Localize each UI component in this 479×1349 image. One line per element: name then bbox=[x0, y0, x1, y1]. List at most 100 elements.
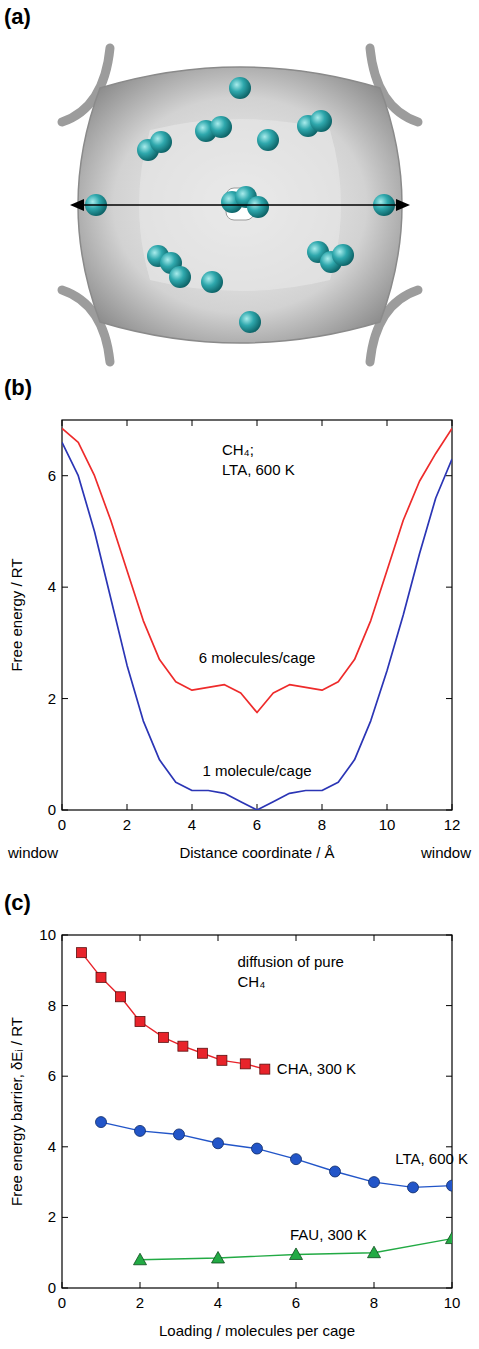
y-tick-label: 0 bbox=[48, 801, 56, 818]
data-marker bbox=[408, 1182, 419, 1193]
data-marker bbox=[446, 1232, 453, 1244]
x-tick-label: 6 bbox=[292, 1294, 300, 1311]
y-tick bbox=[62, 810, 68, 811]
y-tick bbox=[62, 935, 68, 936]
x-tick bbox=[322, 420, 323, 426]
x-tick bbox=[62, 935, 63, 941]
y-tick bbox=[62, 1217, 68, 1218]
methane-molecule bbox=[247, 196, 269, 218]
methane-molecule bbox=[210, 116, 232, 138]
x-tick bbox=[452, 935, 453, 941]
panel-label: (c) bbox=[4, 890, 31, 915]
y-tick bbox=[62, 475, 68, 476]
data-marker bbox=[290, 1248, 303, 1260]
y-tick-label: 2 bbox=[48, 1208, 56, 1225]
data-marker bbox=[217, 1055, 227, 1065]
y-tick bbox=[62, 1288, 68, 1289]
chart-panel: (c)02468100246810Loading / molecules per… bbox=[4, 890, 468, 1339]
data-marker bbox=[213, 1138, 224, 1149]
series-label: LTA, 600 K bbox=[395, 1150, 468, 1167]
x-tick bbox=[62, 420, 63, 426]
x-tick-label: 8 bbox=[370, 1294, 378, 1311]
y-tick bbox=[446, 587, 452, 588]
annotation: CH₄ bbox=[238, 973, 266, 990]
series-label: 1 molecule/cage bbox=[202, 762, 311, 779]
x-tick bbox=[218, 935, 219, 941]
data-marker bbox=[135, 1016, 145, 1026]
series-label: CHA, 300 K bbox=[277, 1060, 356, 1077]
x-tick-label: 4 bbox=[188, 816, 196, 833]
x-tick bbox=[387, 804, 388, 810]
y-tick bbox=[446, 1146, 452, 1147]
y-tick bbox=[446, 935, 452, 936]
y-tick bbox=[62, 587, 68, 588]
arrow-head bbox=[396, 199, 410, 211]
data-marker bbox=[116, 992, 126, 1002]
methane-molecule bbox=[239, 311, 261, 333]
x-tick-label: 10 bbox=[444, 1294, 461, 1311]
methane-molecule bbox=[169, 266, 191, 288]
y-axis-title: Free energy / RT bbox=[8, 558, 25, 671]
x-tick-label: 8 bbox=[318, 816, 326, 833]
x-tick bbox=[296, 1282, 297, 1288]
series-line bbox=[62, 428, 452, 712]
plot-frame bbox=[62, 935, 452, 1288]
data-marker bbox=[252, 1143, 263, 1154]
x-tick-label: 0 bbox=[58, 816, 66, 833]
chart-panel: (b)0246810120246Distance coordinate / ÅF… bbox=[4, 375, 471, 861]
x-tick-label: 2 bbox=[123, 816, 131, 833]
data-marker bbox=[77, 948, 87, 958]
x-tick bbox=[192, 420, 193, 426]
x-tick bbox=[296, 935, 297, 941]
plot-data bbox=[62, 428, 452, 810]
x-tick-label: 12 bbox=[444, 816, 461, 833]
series-label: 6 molecules/cage bbox=[199, 649, 316, 666]
x-tick bbox=[452, 1282, 453, 1288]
data-marker bbox=[447, 1180, 453, 1191]
x-tick bbox=[218, 1282, 219, 1288]
series-line bbox=[62, 442, 452, 810]
data-marker bbox=[158, 1032, 168, 1042]
y-tick-label: 2 bbox=[48, 690, 56, 707]
data-marker bbox=[135, 1125, 146, 1136]
panel-label: (a) bbox=[4, 4, 31, 29]
y-axis-title: Free energy barrier, δEᵢ / RT bbox=[8, 1017, 25, 1206]
data-marker bbox=[212, 1251, 225, 1263]
x-axis-title: Loading / molecules per cage bbox=[159, 1322, 355, 1339]
x-tick bbox=[127, 420, 128, 426]
x-tick bbox=[374, 1282, 375, 1288]
y-tick bbox=[446, 1005, 452, 1006]
y-tick-label: 10 bbox=[39, 926, 56, 943]
x-tick bbox=[62, 1282, 63, 1288]
data-marker bbox=[134, 1253, 147, 1265]
x-tick bbox=[387, 420, 388, 426]
y-tick-label: 0 bbox=[48, 1279, 56, 1296]
x-tick bbox=[257, 420, 258, 426]
data-marker bbox=[197, 1048, 207, 1058]
y-tick bbox=[446, 1288, 452, 1289]
y-tick bbox=[446, 1076, 452, 1077]
x-tick-label: 0 bbox=[58, 1294, 66, 1311]
annotation: LTA, 600 K bbox=[222, 461, 295, 478]
methane-molecule bbox=[257, 129, 279, 151]
x-tick bbox=[452, 420, 453, 426]
x-tick-label: 10 bbox=[379, 816, 396, 833]
x-tick-label: 2 bbox=[136, 1294, 144, 1311]
data-marker bbox=[96, 1117, 107, 1128]
annotation: window bbox=[420, 844, 471, 861]
annotation: window bbox=[7, 844, 58, 861]
methane-molecule bbox=[201, 271, 223, 293]
y-tick bbox=[62, 1076, 68, 1077]
data-marker bbox=[368, 1246, 381, 1258]
y-tick bbox=[62, 698, 68, 699]
y-tick bbox=[446, 475, 452, 476]
methane-molecule bbox=[229, 77, 251, 99]
plot-data bbox=[77, 948, 453, 1265]
methane-molecule bbox=[310, 110, 332, 132]
methane-molecule bbox=[150, 131, 172, 153]
x-tick bbox=[192, 804, 193, 810]
y-tick bbox=[62, 1005, 68, 1006]
data-marker bbox=[330, 1166, 341, 1177]
cage-image bbox=[62, 48, 418, 362]
data-marker bbox=[291, 1154, 302, 1165]
